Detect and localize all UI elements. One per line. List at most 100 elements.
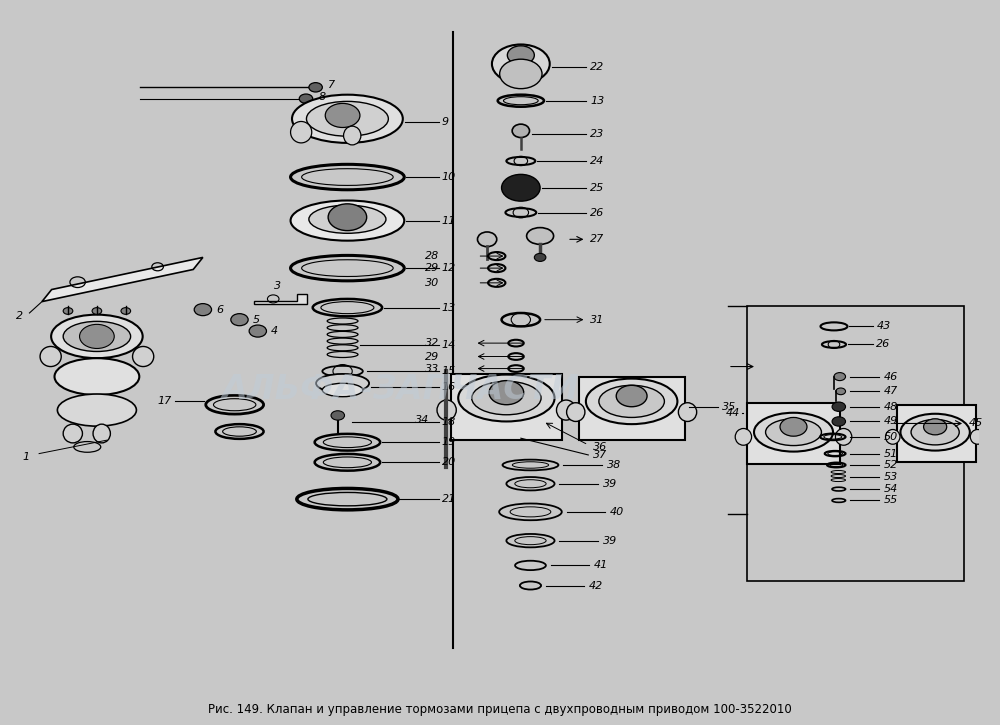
Ellipse shape [437,400,456,420]
Bar [451,374,562,439]
Text: 50: 50 [884,432,898,442]
Circle shape [502,175,540,201]
Text: 55: 55 [884,495,898,505]
Ellipse shape [291,201,404,241]
Text: 2: 2 [16,311,23,321]
Circle shape [309,83,322,92]
Ellipse shape [835,428,852,445]
Circle shape [500,59,542,88]
Polygon shape [254,294,307,304]
Ellipse shape [735,428,752,445]
Ellipse shape [599,385,664,418]
Ellipse shape [55,358,139,395]
Text: 5: 5 [253,315,260,325]
Text: 27: 27 [590,234,604,244]
Ellipse shape [40,347,61,367]
Text: 3: 3 [274,281,282,291]
Text: 43: 43 [876,321,891,331]
Text: 26: 26 [876,339,891,349]
Ellipse shape [292,95,403,143]
Circle shape [489,381,524,405]
Circle shape [231,314,248,326]
Ellipse shape [556,400,576,420]
Text: 22: 22 [590,62,604,72]
Ellipse shape [93,424,110,443]
Ellipse shape [63,321,131,352]
Circle shape [832,402,846,411]
Ellipse shape [678,402,697,421]
Text: 29: 29 [424,352,439,362]
Ellipse shape [458,375,555,421]
Ellipse shape [911,420,959,445]
Ellipse shape [74,442,101,452]
Text: 51: 51 [884,449,898,459]
Ellipse shape [586,378,677,424]
Text: 38: 38 [607,460,621,470]
Text: 23: 23 [590,129,604,139]
Text: 30: 30 [424,278,439,288]
Circle shape [194,304,212,315]
Text: 13: 13 [442,302,456,312]
Text: 46: 46 [884,372,898,381]
Ellipse shape [316,374,369,393]
Text: 28: 28 [424,251,439,261]
Circle shape [328,204,367,231]
Text: 18: 18 [442,417,456,427]
Text: 11: 11 [442,215,456,225]
Text: 36: 36 [593,442,607,452]
Text: 6: 6 [216,304,223,315]
Text: 24: 24 [590,156,604,166]
Text: 45: 45 [969,418,983,428]
Text: 13: 13 [590,96,604,106]
Circle shape [924,419,947,435]
Circle shape [63,307,73,315]
Ellipse shape [886,429,900,444]
Circle shape [832,417,846,426]
Circle shape [836,388,846,394]
Circle shape [80,324,114,349]
Ellipse shape [766,419,821,446]
Circle shape [616,385,647,407]
Circle shape [121,307,131,315]
Ellipse shape [477,232,497,246]
Circle shape [331,411,345,420]
Text: 42: 42 [589,581,603,591]
Text: 31: 31 [590,315,604,325]
Ellipse shape [472,381,541,415]
Text: 10: 10 [442,172,456,182]
Text: 16: 16 [442,381,456,392]
Text: 19: 19 [442,437,456,447]
Ellipse shape [63,424,82,443]
Ellipse shape [57,394,136,426]
Text: 4: 4 [271,326,278,336]
Text: 12: 12 [442,263,456,273]
Text: 25: 25 [590,183,604,193]
Polygon shape [52,284,78,297]
Circle shape [534,253,546,262]
Text: 1: 1 [23,452,30,462]
Text: 21: 21 [442,494,456,504]
Text: 32: 32 [424,338,439,348]
Text: 8: 8 [319,91,326,102]
Text: 37: 37 [593,450,607,460]
Circle shape [507,46,534,65]
Ellipse shape [322,384,363,397]
Bar [747,403,840,464]
Text: Рис. 149. Клапан и управление тормозами прицепа с двухпроводным приводом 100-352: Рис. 149. Клапан и управление тормозами … [208,703,792,716]
Bar [579,376,685,440]
Polygon shape [42,257,203,302]
Ellipse shape [900,414,970,451]
Ellipse shape [492,44,550,83]
Ellipse shape [970,429,985,444]
Circle shape [834,373,846,381]
Ellipse shape [133,347,154,367]
Text: 17: 17 [158,397,172,407]
Text: 49: 49 [884,416,898,426]
Circle shape [325,104,360,128]
Text: 33: 33 [424,363,439,373]
Text: 29: 29 [424,263,439,273]
Text: 44: 44 [725,408,740,418]
Text: 34: 34 [415,415,429,425]
Ellipse shape [306,102,388,136]
Circle shape [299,94,313,104]
